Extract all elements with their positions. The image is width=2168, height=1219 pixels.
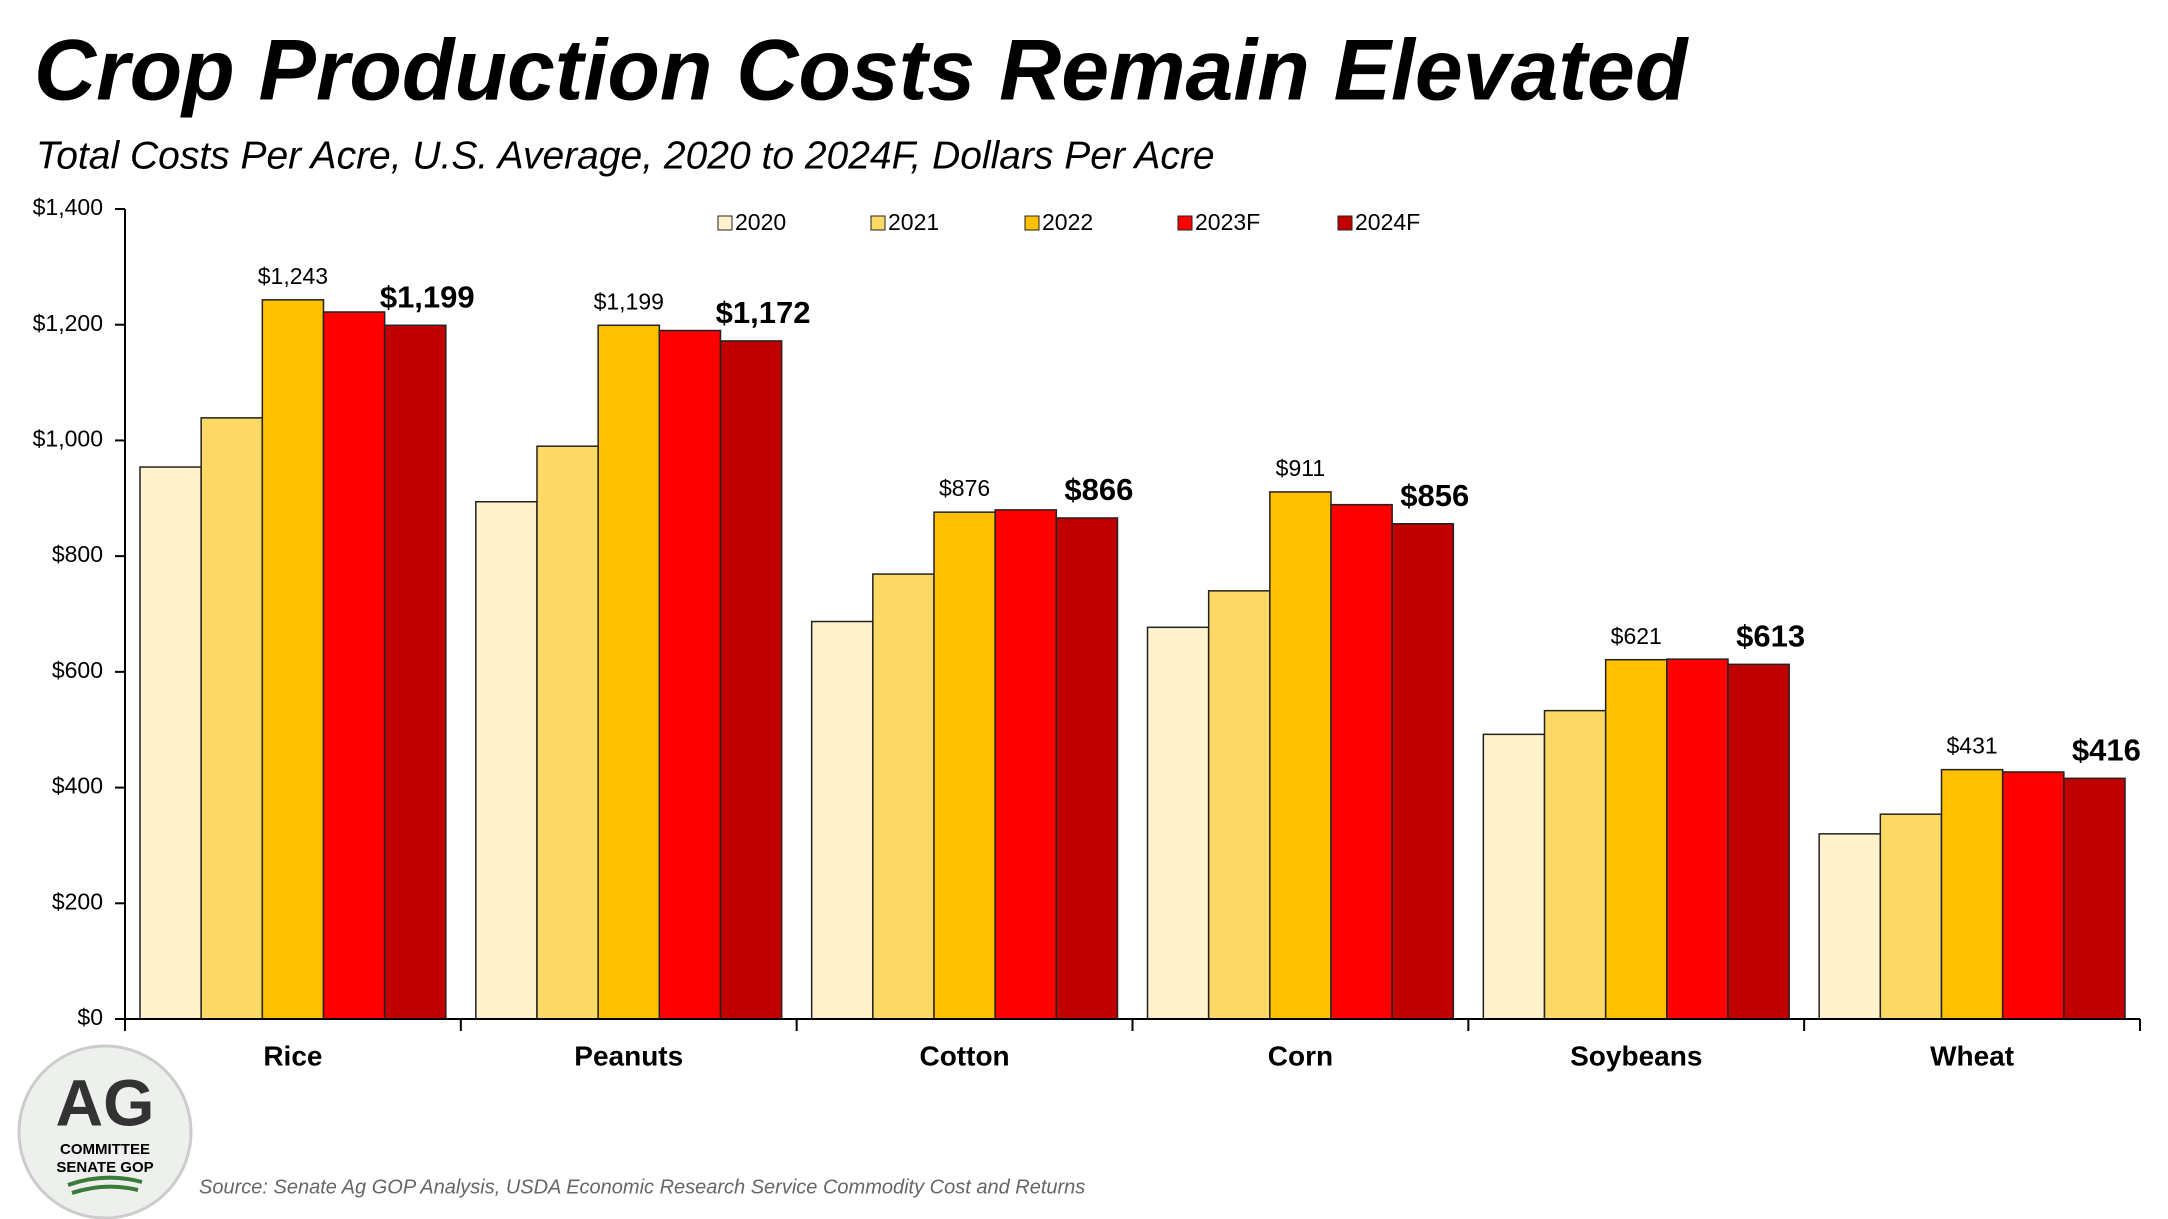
data-label: $431 xyxy=(1946,733,1997,759)
data-label: $876 xyxy=(939,475,990,501)
data-label: $856 xyxy=(1400,478,1469,513)
y-tick-label: $1,200 xyxy=(33,310,103,336)
bar xyxy=(597,324,661,1020)
bar xyxy=(994,509,1058,1020)
data-label: $866 xyxy=(1064,472,1133,507)
legend-swatch xyxy=(1177,215,1193,231)
y-tick-label: $1,000 xyxy=(33,426,103,452)
bar xyxy=(2001,771,2065,1020)
data-label: $1,199 xyxy=(594,288,664,314)
y-tick-label: $600 xyxy=(52,657,103,683)
legend-label: 2023F xyxy=(1195,209,1260,235)
logo-text: SENATE GOP xyxy=(56,1159,153,1176)
y-tick-label: $1,400 xyxy=(33,194,103,220)
logo-stripes xyxy=(67,1175,143,1195)
data-label: $621 xyxy=(1611,623,1662,649)
bar xyxy=(536,445,599,1020)
bar xyxy=(1727,663,1790,1020)
legend-label: 2020 xyxy=(735,209,786,235)
bar xyxy=(1207,590,1271,1020)
bar xyxy=(658,329,722,1020)
bar xyxy=(1146,626,1210,1020)
legend-swatch xyxy=(1337,215,1353,231)
data-label: $1,199 xyxy=(380,279,475,314)
bar xyxy=(1391,522,1455,1020)
y-tick-label: $400 xyxy=(52,773,103,799)
bar xyxy=(200,417,264,1020)
bar xyxy=(1543,709,1607,1020)
bar xyxy=(1940,768,2004,1020)
legend-swatch xyxy=(717,215,733,231)
y-tick-label: $200 xyxy=(52,888,103,914)
legend-swatch xyxy=(870,215,886,231)
x-tick-label: Cotton xyxy=(919,1040,1009,1071)
bar xyxy=(872,573,935,1020)
bar xyxy=(810,620,874,1020)
legend-swatch xyxy=(1024,215,1040,231)
legend-label: 2022 xyxy=(1042,209,1093,235)
bar xyxy=(1269,491,1332,1020)
data-label: $1,243 xyxy=(258,263,328,289)
x-tick-label: Rice xyxy=(263,1040,322,1071)
bar xyxy=(261,299,325,1020)
logo-text: AG xyxy=(56,1065,155,1139)
bar xyxy=(1879,813,1943,1020)
x-tick-label: Peanuts xyxy=(574,1040,683,1071)
y-tick-label: $800 xyxy=(52,541,103,567)
bar xyxy=(2063,777,2126,1020)
bar xyxy=(475,501,538,1020)
bar xyxy=(1482,733,1546,1020)
bar xyxy=(1055,517,1119,1020)
legend-label: 2021 xyxy=(888,209,939,235)
x-tick-label: Wheat xyxy=(1930,1040,2014,1071)
chart-title: Crop Production Costs Remain Elevated xyxy=(34,23,1689,119)
logo-badge xyxy=(17,1044,193,1219)
bar xyxy=(322,311,386,1020)
data-label: $416 xyxy=(2072,733,2141,768)
data-label: $1,172 xyxy=(716,295,811,330)
bar xyxy=(719,340,783,1020)
data-label: $613 xyxy=(1736,619,1805,654)
logo-text: COMMITTEE xyxy=(60,1141,150,1158)
bar xyxy=(383,324,447,1020)
source-note: Source: Senate Ag GOP Analysis, USDA Eco… xyxy=(199,1176,1085,1198)
legend-label: 2024F xyxy=(1355,209,1420,235)
bar xyxy=(1818,833,1882,1020)
bar xyxy=(1330,503,1393,1020)
bar xyxy=(1666,658,1729,1020)
chart-subtitle: Total Costs Per Acre, U.S. Average, 2020… xyxy=(36,134,1215,177)
bar xyxy=(139,466,202,1020)
x-tick-label: Soybeans xyxy=(1570,1040,1702,1071)
y-tick-label: $0 xyxy=(77,1004,103,1030)
data-label: $911 xyxy=(1276,455,1325,481)
bar xyxy=(933,511,996,1020)
bar xyxy=(1604,658,1668,1020)
logo: AG COMMITTEE SENATE GOP xyxy=(17,1044,193,1219)
x-tick-label: Corn xyxy=(1268,1040,1333,1071)
